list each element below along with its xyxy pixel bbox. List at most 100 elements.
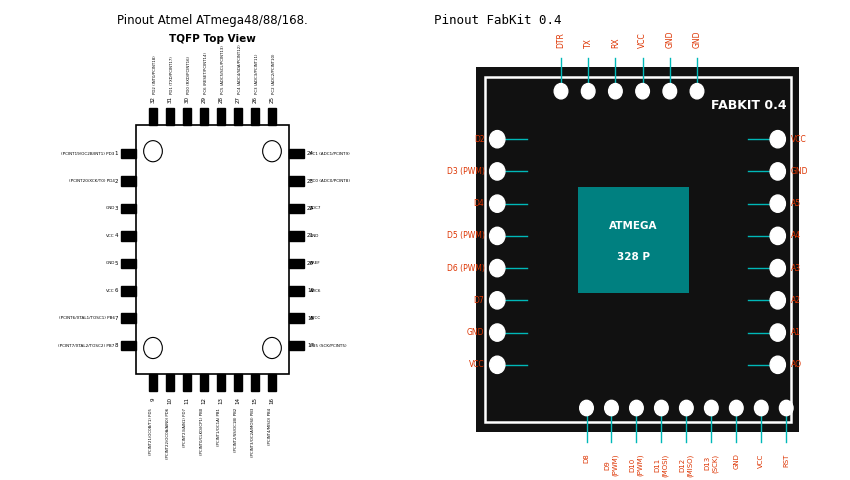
Text: (PCINT3/OC2A/MOSI) PB3: (PCINT3/OC2A/MOSI) PB3	[251, 408, 255, 457]
Text: PC6 (RESET/PCINT14): PC6 (RESET/PCINT14)	[204, 52, 208, 94]
Bar	[183, 108, 191, 125]
Text: 28: 28	[218, 96, 224, 103]
Text: (PCINT23/AIN1) PD7: (PCINT23/AIN1) PD7	[183, 408, 187, 447]
Text: PC0 (ADC0/PCINT8): PC0 (ADC0/PCINT8)	[310, 179, 350, 183]
Text: FABKIT 0.4: FABKIT 0.4	[711, 99, 786, 112]
Bar	[476, 67, 799, 432]
Circle shape	[490, 324, 505, 341]
Text: 1: 1	[115, 151, 118, 156]
Text: 24: 24	[307, 151, 314, 156]
Text: (PCINT1/OC1A) PB1: (PCINT1/OC1A) PB1	[217, 408, 221, 446]
Circle shape	[554, 84, 568, 99]
Circle shape	[770, 292, 785, 309]
Text: 19: 19	[307, 288, 314, 293]
Text: 15: 15	[252, 397, 258, 405]
Circle shape	[770, 260, 785, 277]
Text: (PCINT19/OC2B/INT1) PD3: (PCINT19/OC2B/INT1) PD3	[61, 152, 115, 156]
Bar	[166, 108, 174, 125]
Text: A5: A5	[790, 199, 801, 208]
Bar	[289, 313, 304, 323]
Bar	[289, 176, 304, 186]
Text: 30: 30	[184, 96, 190, 103]
Circle shape	[770, 195, 785, 212]
Text: 11: 11	[184, 397, 190, 405]
Text: D6 (PWM): D6 (PWM)	[446, 264, 484, 273]
Text: Pinout Atmel ATmega48/88/168.: Pinout Atmel ATmega48/88/168.	[117, 14, 308, 27]
Circle shape	[490, 292, 505, 309]
Circle shape	[490, 227, 505, 244]
Text: D9
(PWM): D9 (PWM)	[604, 454, 618, 476]
Bar	[121, 149, 136, 158]
Bar	[289, 286, 304, 296]
Text: A4: A4	[790, 231, 801, 240]
Circle shape	[490, 131, 505, 148]
Text: 23: 23	[307, 179, 314, 183]
Text: (PCINT0/CLKO/ICP1) PB0: (PCINT0/CLKO/ICP1) PB0	[200, 408, 204, 455]
Text: GND: GND	[105, 206, 115, 210]
Text: 29: 29	[201, 96, 207, 103]
Circle shape	[705, 400, 718, 416]
Text: D11
(MOSI): D11 (MOSI)	[654, 454, 668, 477]
Text: D7: D7	[473, 296, 484, 305]
Circle shape	[581, 84, 595, 99]
Bar	[200, 374, 208, 391]
Circle shape	[770, 131, 785, 148]
Text: GND: GND	[790, 167, 808, 176]
Text: PB5 (SCK/PCINT5): PB5 (SCK/PCINT5)	[310, 344, 347, 348]
Text: 6: 6	[115, 288, 118, 293]
Text: (PCINT2/SS/OC1B) PB2: (PCINT2/SS/OC1B) PB2	[234, 408, 238, 452]
Text: PC1 (ADC1/PCINT9): PC1 (ADC1/PCINT9)	[310, 152, 350, 156]
Text: (PCINT21/OC0B/T1) PD5: (PCINT21/OC0B/T1) PD5	[149, 408, 153, 455]
Text: 25: 25	[269, 96, 275, 103]
Text: GND: GND	[734, 454, 740, 469]
Text: D5 (PWM): D5 (PWM)	[446, 231, 484, 240]
Text: 12: 12	[201, 397, 207, 405]
Text: D10
(PWM): D10 (PWM)	[630, 454, 643, 476]
Text: PD1 (TXD/PCINT17): PD1 (TXD/PCINT17)	[170, 56, 174, 94]
Text: D12
(MISO): D12 (MISO)	[680, 454, 693, 477]
Circle shape	[770, 227, 785, 244]
Text: VCC: VCC	[468, 360, 484, 369]
Text: ADC6: ADC6	[310, 289, 322, 293]
Circle shape	[490, 356, 505, 373]
Circle shape	[609, 84, 622, 99]
Bar	[183, 374, 191, 391]
Text: 13: 13	[218, 397, 224, 405]
Circle shape	[729, 400, 743, 416]
Text: 27: 27	[235, 96, 241, 103]
Bar	[251, 108, 259, 125]
Text: 32: 32	[150, 96, 156, 103]
Text: D13
(SCK): D13 (SCK)	[705, 454, 718, 473]
Circle shape	[144, 141, 162, 162]
Text: PC2 (ADC2/PCINT10): PC2 (ADC2/PCINT10)	[272, 53, 276, 94]
Bar	[217, 374, 225, 391]
Text: A3: A3	[790, 264, 801, 273]
Text: AVCC: AVCC	[310, 316, 321, 320]
Text: A1: A1	[790, 328, 801, 337]
Bar	[289, 259, 304, 268]
Bar	[149, 108, 157, 125]
Bar	[217, 108, 225, 125]
Circle shape	[490, 260, 505, 277]
Bar	[234, 108, 242, 125]
Text: PC4 (ADC4/SDA/PCINT12): PC4 (ADC4/SDA/PCINT12)	[238, 44, 242, 94]
Circle shape	[779, 400, 793, 416]
Text: VCC: VCC	[106, 234, 115, 238]
Bar	[121, 204, 136, 213]
Circle shape	[263, 141, 281, 162]
Text: Pinout FabKit 0.4: Pinout FabKit 0.4	[434, 14, 561, 27]
Text: GND: GND	[666, 31, 674, 48]
Text: 16: 16	[269, 397, 275, 405]
Text: PD0 (RXD/PCINT16): PD0 (RXD/PCINT16)	[187, 56, 191, 94]
Text: PD2 (INT0/PCINT18): PD2 (INT0/PCINT18)	[153, 55, 157, 94]
Text: VCC: VCC	[638, 32, 647, 48]
Circle shape	[580, 400, 593, 416]
Text: 8: 8	[115, 343, 118, 348]
Text: 21: 21	[307, 233, 314, 239]
Text: 2: 2	[115, 179, 118, 183]
Text: 5: 5	[115, 261, 118, 266]
Text: A2: A2	[790, 296, 801, 305]
Text: PC5 (ADC5/SCL/PCINT13): PC5 (ADC5/SCL/PCINT13)	[221, 45, 225, 94]
Text: 7: 7	[115, 316, 118, 321]
Circle shape	[770, 356, 785, 373]
